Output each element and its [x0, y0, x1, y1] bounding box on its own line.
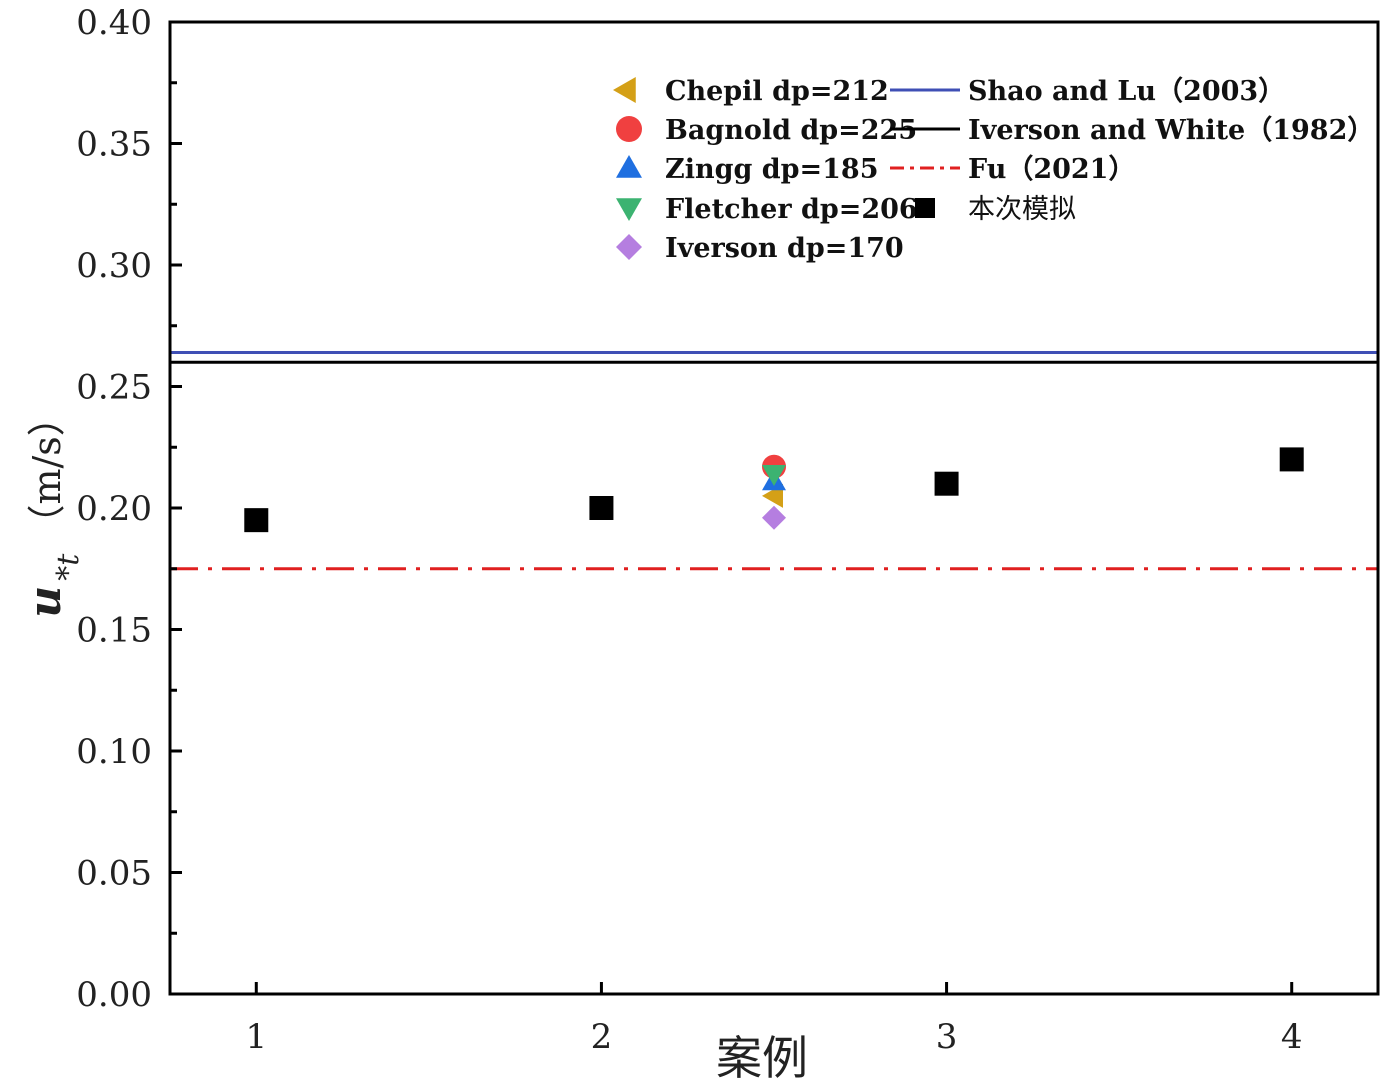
point-fletcher-dp-206-0 — [762, 464, 786, 486]
y-tick-label: 0.20 — [76, 489, 152, 529]
y-tick-label: 0.00 — [76, 975, 152, 1015]
legend-label-fletcher-dp-206: Fletcher dp=206 — [665, 194, 918, 225]
point-iverson-dp-170-0 — [762, 505, 786, 530]
y-axis-title-symbol: u — [20, 586, 71, 618]
legend-label-shao-and-lu-2003: Shao and Lu（2003） — [968, 76, 1285, 107]
legend-label-chepil-dp-212: Chepil dp=212 — [665, 76, 889, 107]
legend-label-zingg-dp-185: Zingg dp=185 — [665, 154, 879, 185]
x-axis-title: 案例 — [716, 1031, 808, 1085]
legend-marker-simulation — [915, 198, 935, 218]
legend-marker-bagnold-dp-225 — [616, 116, 642, 142]
reference-lines — [170, 350, 1378, 571]
legend: Chepil dp=212 Bagnold dp=225 Zingg dp=185 F… — [613, 76, 1374, 264]
y-tick-label: 0.25 — [76, 368, 152, 408]
legend-label-fu-2021: Fu（2021） — [968, 154, 1135, 185]
y-tick-label: 0.35 — [76, 125, 152, 165]
point-series-1 — [589, 496, 614, 520]
legend-marker-fletcher-dp-206 — [616, 198, 642, 221]
y-tick-label: 0.05 — [76, 854, 152, 894]
legend-label-simulation: 本次模拟 — [968, 194, 1076, 225]
legend-marker-iverson-dp-170 — [616, 234, 642, 260]
legend-label-bagnold-dp-225: Bagnold dp=225 — [665, 115, 917, 146]
y-tick-label: 0.40 — [76, 3, 152, 43]
x-tick-label: 1 — [245, 1017, 267, 1057]
x-tick-label: 4 — [1281, 1017, 1303, 1057]
legend-label-iverson-dp-170: Iverson dp=170 — [665, 233, 904, 264]
y-axis-title-subscript: *t — [51, 553, 86, 581]
y-tick-label: 0.10 — [76, 732, 152, 772]
y-axis-title-unit: （m/s） — [25, 398, 69, 542]
point-series-0 — [244, 508, 269, 533]
y-tick-label: 0.15 — [76, 611, 152, 651]
point-series-2 — [934, 471, 959, 496]
x-tick-label: 3 — [936, 1017, 958, 1057]
y-axis-title: u *t （m/s） — [20, 398, 86, 618]
point-series-3 — [1279, 447, 1304, 472]
x-tick-label: 2 — [591, 1017, 613, 1057]
axis-ticks: 0.00 0.05 0.10 0.15 0.20 0.25 0.30 0.35 0.40 1 2 3 4 — [76, 3, 1302, 1057]
legend-label-iverson-and-white-1982: Iverson and White（1982） — [968, 115, 1374, 146]
data-points — [244, 447, 1304, 533]
y-tick-label: 0.30 — [76, 246, 152, 286]
legend-marker-chepil-dp-212 — [613, 77, 636, 103]
legend-marker-zingg-dp-185 — [616, 155, 642, 178]
